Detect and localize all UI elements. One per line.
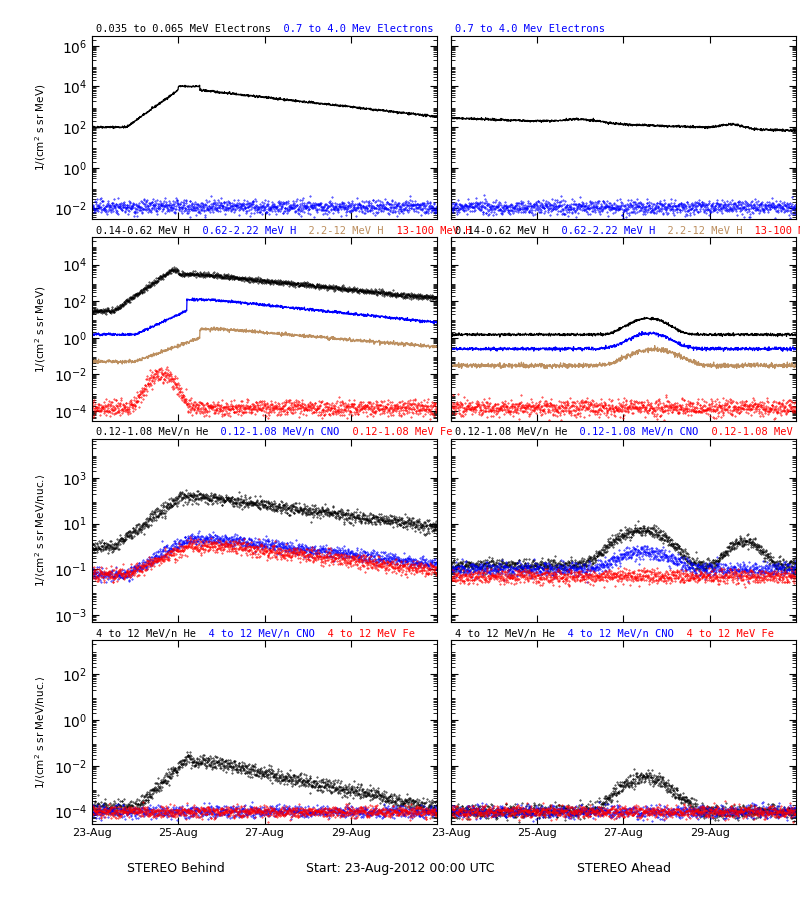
Text: 13-100 MeV H: 13-100 MeV H: [742, 226, 800, 236]
Text: 0.12-1.08 MeV Fe: 0.12-1.08 MeV Fe: [698, 428, 800, 437]
Text: 0.12-1.08 MeV/n CNO: 0.12-1.08 MeV/n CNO: [567, 428, 698, 437]
Y-axis label: 1/(cm$^2$ s sr MeV): 1/(cm$^2$ s sr MeV): [34, 285, 48, 373]
Text: 0.62-2.22 MeV H: 0.62-2.22 MeV H: [549, 226, 655, 236]
Text: 0.7 to 4.0 Mev Electrons: 0.7 to 4.0 Mev Electrons: [455, 24, 605, 34]
Text: 0.12-1.08 MeV/n He: 0.12-1.08 MeV/n He: [455, 428, 567, 437]
Text: Start: 23-Aug-2012 00:00 UTC: Start: 23-Aug-2012 00:00 UTC: [306, 862, 494, 875]
Text: 4 to 12 MeV/n CNO: 4 to 12 MeV/n CNO: [196, 628, 314, 639]
Text: 4 to 12 MeV Fe: 4 to 12 MeV Fe: [314, 628, 414, 639]
Text: STEREO Behind: STEREO Behind: [127, 862, 225, 875]
Text: 2.2-12 MeV H: 2.2-12 MeV H: [296, 226, 383, 236]
Y-axis label: 1/$\langle$cm$^2$ s sr MeV/nuc.$\rangle$: 1/$\langle$cm$^2$ s sr MeV/nuc.$\rangle$: [34, 675, 48, 788]
Text: 4 to 12 MeV Fe: 4 to 12 MeV Fe: [674, 628, 774, 639]
Y-axis label: 1/$\langle$cm$^2$ s sr MeV/nuc.$\rangle$: 1/$\langle$cm$^2$ s sr MeV/nuc.$\rangle$: [34, 474, 48, 587]
Text: STEREO Ahead: STEREO Ahead: [577, 862, 671, 875]
Text: 0.12-1.08 MeV/n He: 0.12-1.08 MeV/n He: [96, 428, 209, 437]
Text: 0.7 to 4.0 Mev Electrons: 0.7 to 4.0 Mev Electrons: [271, 24, 434, 34]
Text: 13-100 MeV H: 13-100 MeV H: [383, 226, 471, 236]
Text: 4 to 12 MeV/n CNO: 4 to 12 MeV/n CNO: [555, 628, 674, 639]
Text: 0.12-1.08 MeV Fe: 0.12-1.08 MeV Fe: [340, 428, 452, 437]
Text: 0.14-0.62 MeV H: 0.14-0.62 MeV H: [455, 226, 549, 236]
Text: 0.62-2.22 MeV H: 0.62-2.22 MeV H: [190, 226, 296, 236]
Y-axis label: 1/(cm$^2$ s sr MeV): 1/(cm$^2$ s sr MeV): [34, 84, 49, 171]
Text: 0.14-0.62 MeV H: 0.14-0.62 MeV H: [96, 226, 190, 236]
Text: 0.035 to 0.065 MeV Electrons: 0.035 to 0.065 MeV Electrons: [96, 24, 271, 34]
Text: 4 to 12 MeV/n He: 4 to 12 MeV/n He: [455, 628, 555, 639]
Text: 4 to 12 MeV/n He: 4 to 12 MeV/n He: [96, 628, 196, 639]
Text: 2.2-12 MeV H: 2.2-12 MeV H: [655, 226, 742, 236]
Text: 0.12-1.08 MeV/n CNO: 0.12-1.08 MeV/n CNO: [209, 428, 340, 437]
